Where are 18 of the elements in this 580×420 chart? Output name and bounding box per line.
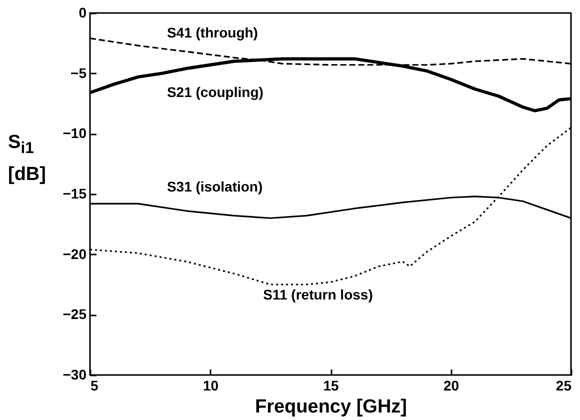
x-axis-title: Frequency [GHz]: [254, 396, 408, 418]
y-tick-label: −10: [62, 125, 87, 142]
x-tick-label: 20: [443, 378, 460, 394]
y-tick-label: −30: [62, 366, 87, 382]
series-label: S11 (return loss): [263, 286, 373, 303]
y-tick-label: −25: [62, 306, 87, 322]
series-label: S41 (through): [166, 24, 258, 41]
y-tick-label: −20: [62, 246, 87, 262]
x-tick-label: 15: [323, 378, 339, 394]
series-label: S21 (coupling): [166, 84, 264, 100]
y-tick-label: 0: [78, 4, 87, 20]
y-axis-title: S$_{i1}$ [dB]: [8, 132, 46, 185]
y-tick-label: −5: [70, 64, 87, 81]
series-label: S31 (isolation): [166, 178, 263, 195]
y-tick-label: −15: [62, 186, 87, 202]
x-tick-label: 10: [202, 378, 219, 394]
x-tick-label: 25: [556, 378, 572, 394]
x-tick-label: 5: [90, 378, 98, 394]
